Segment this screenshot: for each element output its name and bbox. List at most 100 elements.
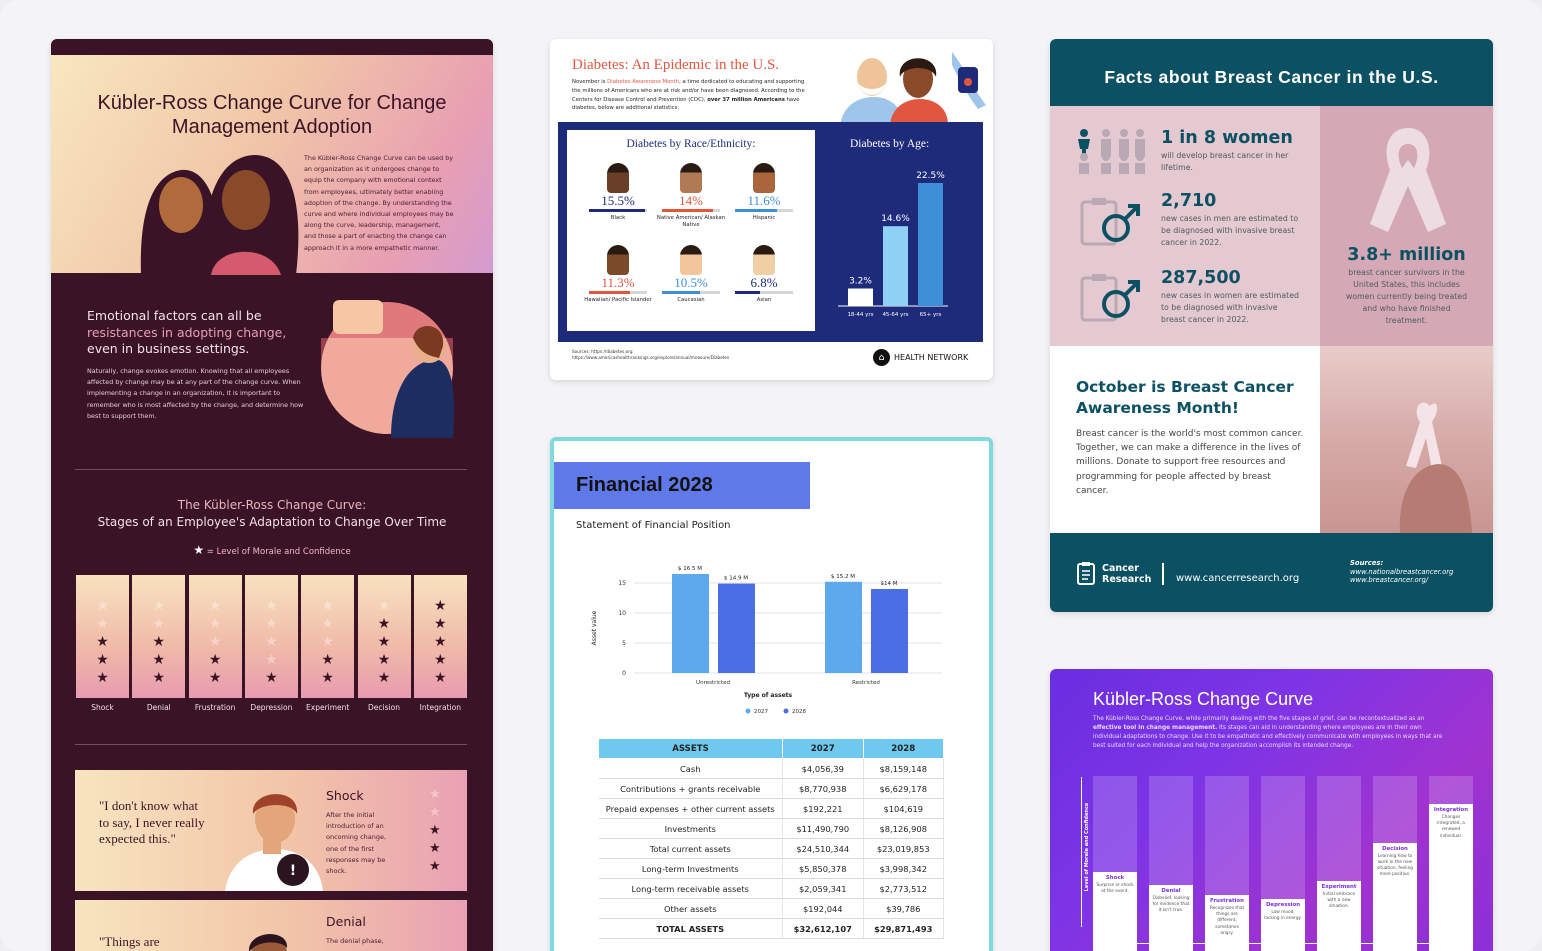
y-tick-label: 10	[618, 610, 626, 617]
age-value-label: 3.2%	[849, 277, 872, 287]
section-divider	[75, 469, 467, 470]
race-bar	[735, 209, 793, 212]
october-text: Breast cancer is the world's most common…	[1076, 429, 1304, 496]
emotional-factors-section: Emotional factors can all be resistances…	[51, 294, 493, 469]
facts-panel: 1 in 8 women will develop breast cancer …	[1050, 106, 1320, 346]
race-bar-fill	[662, 291, 701, 294]
purple-title: Kübler-Ross Change Curve	[1093, 689, 1314, 709]
star-icon: ★	[429, 859, 441, 874]
x-axis-label: Type of assets	[744, 692, 793, 699]
race-ethnicity-panel: Diabetes by Race/Ethnicity: 15.5% Black 14…	[567, 130, 815, 331]
star-icon: ★	[321, 616, 334, 632]
curve-stage-desc: Learning how to work in the new situatio…	[1376, 853, 1414, 878]
emotional-text: Naturally, change evokes emotion. Knowin…	[87, 367, 304, 420]
table-row: Other assets $192,044 $39,786	[598, 898, 944, 919]
stage-label: Denial	[146, 703, 171, 712]
table-cell: $8,126,908	[863, 818, 944, 839]
star-icon: ★	[377, 598, 391, 614]
breast-cancer-header: Facts about Breast Cancer in the U.S.	[1050, 39, 1493, 106]
table-row: Total current assets $24,510,344 $23,019,8…	[598, 838, 944, 859]
star-icon: ★	[377, 634, 391, 650]
stage-column-frustration: ★ ★ ★ ★ ★	[188, 575, 242, 698]
age-category-label: 45-64 yrs	[882, 312, 908, 318]
morale-legend: ★ = Level of Morale and Confidence	[193, 543, 351, 557]
star-icon: ★	[434, 634, 447, 650]
race-percent: 14%	[679, 193, 703, 208]
age-value-label: 22.5%	[916, 171, 945, 181]
template-card-diabetes[interactable]: Diabetes: An Epidemic in the U.S. Novemb…	[550, 39, 993, 380]
legend-label: 2027	[754, 709, 768, 715]
star-icon: ★	[96, 634, 109, 650]
template-card-breast-cancer[interactable]: Facts about Breast Cancer in the U.S. 1 …	[1050, 39, 1493, 612]
stage-label: Experiment	[306, 703, 350, 712]
star-icon: ★	[265, 670, 278, 686]
curve-stage-desc: Initial embrace with a new situation.	[1322, 892, 1356, 910]
race-stat: 15.5% Black	[583, 163, 653, 222]
template-card-kubler-ross-purple[interactable]: Kübler-Ross Change Curve The Kübler-Ross…	[1050, 669, 1493, 951]
hero-description: The Kübler-Ross Change Curve can be used…	[304, 154, 454, 252]
star-icon: ★	[208, 670, 222, 686]
curve-fill: Shock Surprise or shock at the event.	[1093, 872, 1137, 951]
legend-label: 2028	[792, 709, 806, 715]
stage-column-depression: ★ ★ ★ ★ ★	[244, 575, 298, 698]
race-bar-fill	[589, 291, 630, 294]
star-icon: ★	[265, 634, 278, 650]
curve-fill: Frustration Recognizes that things are di…	[1205, 895, 1249, 951]
race-bar	[662, 209, 720, 212]
race-label: Asian	[756, 297, 772, 303]
diabetes-sources: Sources: https://diabetes.org https://ww…	[572, 349, 730, 360]
fact-3-number: 287,500	[1161, 268, 1241, 288]
y-tick-label: 5	[622, 640, 626, 647]
template-card-financial[interactable]: Financial 2028 Statement of Financial Po…	[550, 437, 993, 951]
race-bar-fill	[735, 291, 760, 294]
race-bar-fill	[735, 209, 778, 212]
star-icon: ★	[321, 652, 334, 668]
denial-quote: "Things are	[99, 934, 160, 949]
hero-section: Kübler-Ross Change Curve for Change Mana…	[51, 55, 493, 275]
survivors-panel: 3.8+ million breast cancer survivors in …	[1320, 106, 1493, 346]
stage-card-denial[interactable]: "Things are Denial The denial phase,	[75, 900, 467, 951]
table-cell: $8,159,148	[863, 758, 944, 779]
table-cell: $192,044	[782, 898, 864, 919]
race-percent: 11.6%	[747, 193, 781, 208]
person-avatar	[753, 245, 775, 275]
star-icon: ★	[208, 598, 222, 614]
star-icon: ★	[152, 598, 166, 614]
stage-column-denial: ★ ★ ★ ★ ★	[132, 575, 186, 698]
curve-column-depression: Depression Low mood, lacking in energy.	[1261, 776, 1305, 951]
stage-label: Decision	[368, 703, 400, 712]
financial-bar-chart: 0 5 10 15 Asset value $ 16.5 M $ 14.9 M Unrestr…	[591, 566, 942, 715]
stage-column-shock: ★ ★ ★ ★ ★	[76, 575, 129, 698]
curve-column-decision: Decision Learning how to work in the new …	[1373, 776, 1417, 951]
star-icon: ★	[152, 670, 166, 686]
race-title: Diabetes by Race/Ethnicity:	[626, 138, 756, 150]
stage-card-shock[interactable]: "I don't know what to say, I never reall…	[75, 770, 467, 891]
table-cell: $5,850,378	[782, 858, 864, 879]
star-icon: ★	[265, 652, 278, 668]
template-card-kubler-ross-dark[interactable]: Kübler-Ross Change Curve for Change Mana…	[51, 39, 493, 951]
star-icon: ★	[265, 616, 278, 632]
y-axis-label: Level of Morale and Confidence	[1084, 802, 1090, 892]
star-icon: ★	[193, 543, 205, 557]
age-bar-chart: 3.2% 18-44 yrs 14.6% 45-64 yrs 22.5% 65+ yrs	[838, 171, 948, 318]
curve-fill: Experiment Initial embrace with a new sit…	[1317, 881, 1361, 951]
table-row: Prepaid expenses + other current assets $…	[598, 798, 944, 819]
curve-stage-name: Depression	[1265, 901, 1301, 908]
financial-bar	[672, 574, 709, 673]
financial-bar	[718, 583, 755, 673]
footer-divider	[1162, 563, 1164, 585]
person-avatar	[607, 245, 629, 275]
curve-stage-desc: Recognizes that things are different, so…	[1209, 906, 1245, 936]
table-cell: $24,510,344	[782, 838, 864, 859]
stage-label: Frustration	[194, 703, 236, 712]
org-url[interactable]: www.cancerresearch.org	[1176, 573, 1300, 584]
financial-title-banner: Financial 2028	[554, 462, 810, 509]
race-stat: 14% Native American/ Alaskan Native	[656, 163, 726, 229]
table-cell: Investments	[598, 818, 783, 839]
bar-value-label: $ 14.9 M	[724, 576, 748, 582]
table-cell: $11,490,790	[782, 818, 864, 839]
table-cell: Prepaid expenses + other current assets	[598, 798, 783, 819]
star-icon: ★	[377, 652, 391, 668]
curve-fill: Integration Changes integrated, a renewed…	[1429, 804, 1473, 951]
assets-table: ASSETS 2027 2028 Cash $4,056,39 $8,159,148 Co…	[598, 738, 944, 939]
